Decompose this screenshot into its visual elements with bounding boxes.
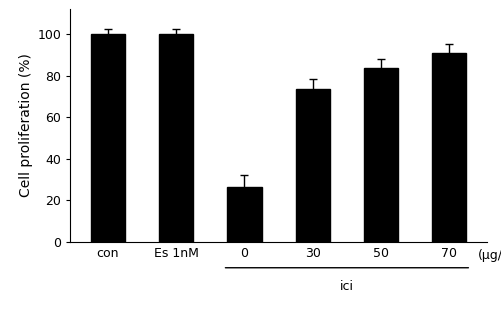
Y-axis label: Cell proliferation (%): Cell proliferation (%) — [19, 54, 33, 197]
Bar — [159, 34, 193, 242]
Bar — [227, 187, 261, 242]
Bar — [363, 69, 397, 242]
Bar — [91, 34, 125, 242]
Text: (μg/ml): (μg/ml) — [477, 249, 501, 262]
Bar — [295, 89, 329, 242]
Bar — [431, 53, 465, 242]
Text: ici: ici — [339, 280, 353, 293]
